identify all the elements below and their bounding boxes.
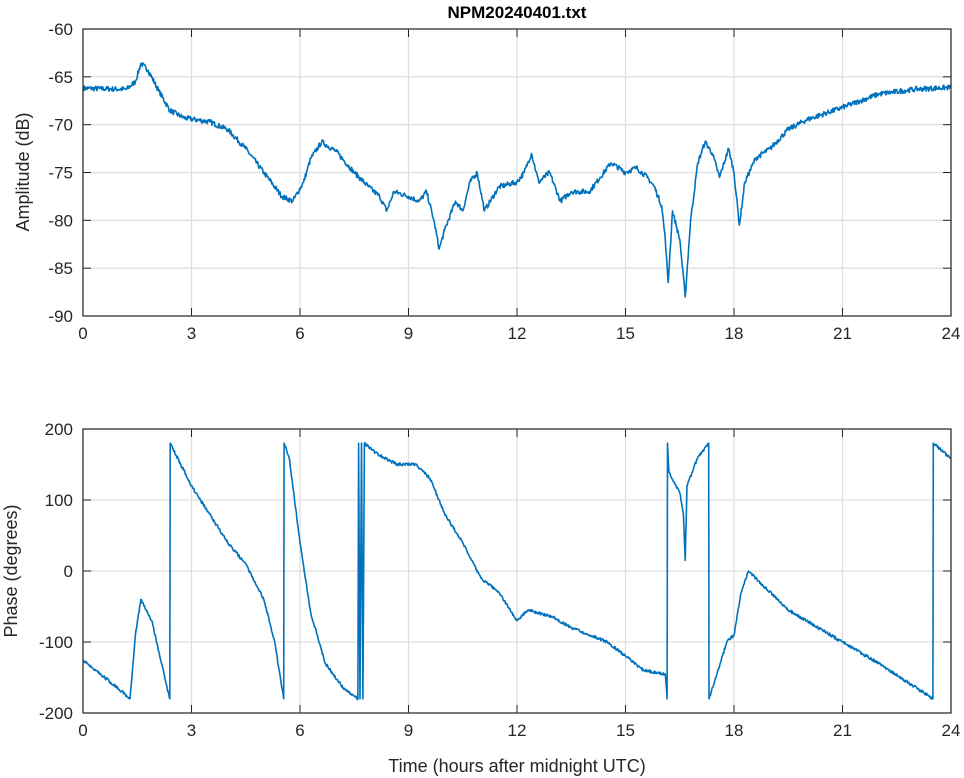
phase-axes: 0 3 6 9 12 15 18 21 24 200 100 0 -100 -200	[39, 420, 960, 740]
x-tick-label: 3	[187, 721, 196, 740]
x-tick-label: 0	[78, 324, 87, 343]
x-tick-label: 18	[725, 721, 744, 740]
axes-box	[82, 28, 952, 317]
y-tick-label: -80	[48, 211, 73, 230]
x-tick-label: 9	[404, 324, 413, 343]
y-tick-label: -60	[48, 20, 73, 39]
y-tick-label: -200	[39, 704, 73, 723]
y-tick-label: -100	[39, 633, 73, 652]
x-tick-label: 6	[295, 721, 304, 740]
x-tick-label: 24	[942, 721, 961, 740]
x-axis-label: Time (hours after midnight UTC)	[388, 756, 645, 776]
phase-y-label: Phase (degrees)	[1, 504, 21, 637]
x-tick-label: 18	[725, 324, 744, 343]
x-tick-label: 3	[187, 324, 196, 343]
y-tick-label: 200	[45, 420, 73, 439]
amplitude-axes: 0 3 6 9 12 15 18 21 24 -60 -65 -70 -75 -80 -85 -90	[48, 20, 960, 343]
x-tick-label: 24	[942, 324, 961, 343]
amplitude-series-line	[82, 62, 952, 298]
y-tick-label: -90	[48, 307, 73, 326]
y-tick-label: -75	[48, 164, 73, 183]
x-tick-label: 21	[833, 721, 852, 740]
chart-title: NPM20240401.txt	[448, 3, 587, 22]
axes-box	[82, 428, 952, 714]
x-tick-label: 21	[833, 324, 852, 343]
x-tick-label: 6	[295, 324, 304, 343]
x-tick-label: 12	[508, 721, 527, 740]
phase-series-line	[82, 441, 952, 701]
amplitude-y-label: Amplitude (dB)	[13, 112, 33, 231]
x-tick-label: 15	[616, 324, 635, 343]
y-tick-label: -85	[48, 259, 73, 278]
x-tick-label: 12	[508, 324, 527, 343]
x-tick-label: 15	[616, 721, 635, 740]
y-tick-label: 0	[64, 562, 73, 581]
x-tick-label: 9	[404, 721, 413, 740]
y-tick-label: 100	[45, 491, 73, 510]
y-tick-label: -70	[48, 116, 73, 135]
y-tick-label: -65	[48, 68, 73, 87]
x-tick-label: 0	[78, 721, 87, 740]
